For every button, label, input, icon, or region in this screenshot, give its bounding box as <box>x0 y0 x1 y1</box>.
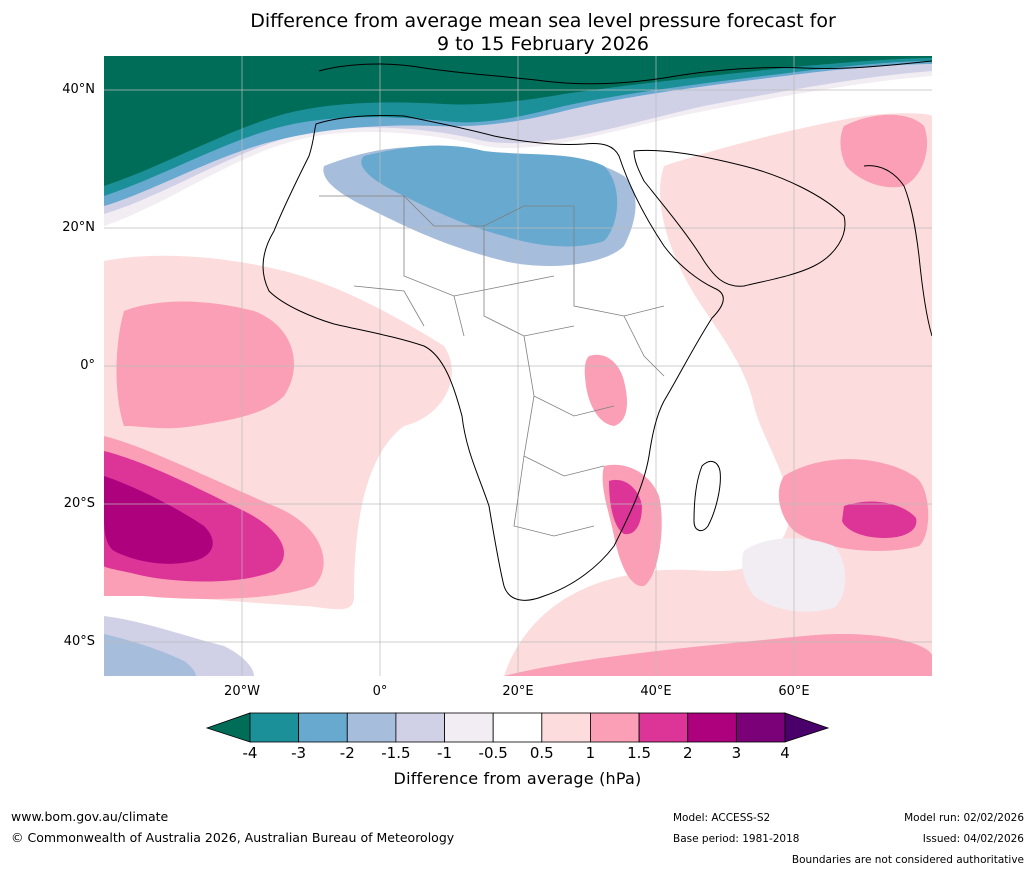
anomaly-band-pos-1-5-east <box>842 501 917 538</box>
madagascar-outline <box>693 460 721 532</box>
colorbar-cell <box>687 712 737 743</box>
colorbar-cells <box>249 712 786 743</box>
colorbar-cell <box>444 712 494 743</box>
anomaly-band-neg-4 <box>104 56 932 186</box>
footer-model-run: Model run: 02/02/2026 <box>904 812 1024 824</box>
arabia-outline <box>633 149 846 287</box>
colorbar-tick-label: 2 <box>682 744 693 762</box>
colorbar-tick-label: 4 <box>780 744 790 762</box>
footer-base-period: Base period: 1981-2018 <box>673 833 800 845</box>
colorbar-tick-label: -0.5 <box>478 744 508 762</box>
colorbar-cell <box>541 712 591 743</box>
lon-label-20w: 20°W <box>224 684 260 699</box>
europe-outline <box>318 60 932 85</box>
chart-title: Difference from average mean sea level p… <box>0 10 1035 56</box>
country-borders <box>319 195 665 537</box>
anomaly-band-pos-1-south <box>504 634 932 676</box>
lat-label-40n: 40°N <box>62 82 95 97</box>
map-gridlines <box>104 56 932 676</box>
colorbar-tick-label: 3 <box>731 744 742 762</box>
africa-coastline <box>262 114 724 601</box>
lat-label-20s: 20°S <box>63 496 95 511</box>
colorbar-tick-label: -1 <box>437 744 453 762</box>
anomaly-band-neg-sw-2 <box>104 634 196 676</box>
anomaly-band-pos-1-ne <box>840 114 928 188</box>
colorbar-tick-label: -2 <box>339 744 355 762</box>
map-panel <box>104 56 932 676</box>
lon-label-20e: 20°E <box>502 684 534 699</box>
colorbar-cell <box>590 712 640 743</box>
colorbar-cell <box>298 712 348 743</box>
colorbar-cell <box>638 712 689 743</box>
colorbar-tick-label: -3 <box>291 744 307 762</box>
colorbar-arrow-right <box>784 712 830 743</box>
footer-issued: Issued: 04/02/2026 <box>922 833 1024 845</box>
colorbar-tick-label: 1 <box>585 744 596 762</box>
colorbar-tick-label: -1.5 <box>381 744 411 762</box>
lon-label-60e: 60°E <box>778 684 810 699</box>
lat-label-20n: 20°N <box>62 220 95 235</box>
pressure-anomaly-map <box>104 56 932 676</box>
colorbar-tick-label: 1.5 <box>627 744 651 762</box>
colorbar-cell <box>346 712 397 743</box>
colorbar-arrow-left <box>205 712 251 743</box>
colorbar-tick-label: 0.5 <box>529 744 554 762</box>
colorbar-cell <box>492 712 543 743</box>
footer-disclaimer: Boundaries are not considered authoritat… <box>791 854 1024 866</box>
colorbar-label: Difference from average (hPa) <box>393 769 642 788</box>
anomaly-band-pos-1-west <box>116 301 294 429</box>
lon-label-0: 0° <box>372 684 388 699</box>
colorbar-cell <box>395 712 445 743</box>
colorbar-cell <box>249 712 300 743</box>
anomaly-band-neg-2 <box>361 145 618 247</box>
title-line-1: Difference from average mean sea level p… <box>250 10 836 32</box>
lat-label-0: 0° <box>80 358 95 373</box>
anomaly-band-pos-1-5-moz <box>609 479 642 535</box>
anomaly-band-pos-2-sw <box>104 476 213 564</box>
footer-model: Model: ACCESS-S2 <box>673 812 771 824</box>
footer-website[interactable]: www.bom.gov.au/climate <box>11 809 169 824</box>
colorbar-tick-label: -4 <box>242 744 258 762</box>
anomaly-band-pos-1-east-africa <box>584 354 627 426</box>
lon-label-40e: 40°E <box>640 684 672 699</box>
lat-label-40s: 40°S <box>63 634 95 649</box>
title-line-2: 9 to 15 February 2026 <box>436 33 650 55</box>
footer-copyright: © Commonwealth of Australia 2026, Austra… <box>11 830 455 845</box>
india-outline <box>863 165 932 337</box>
colorbar-cell <box>735 712 786 743</box>
